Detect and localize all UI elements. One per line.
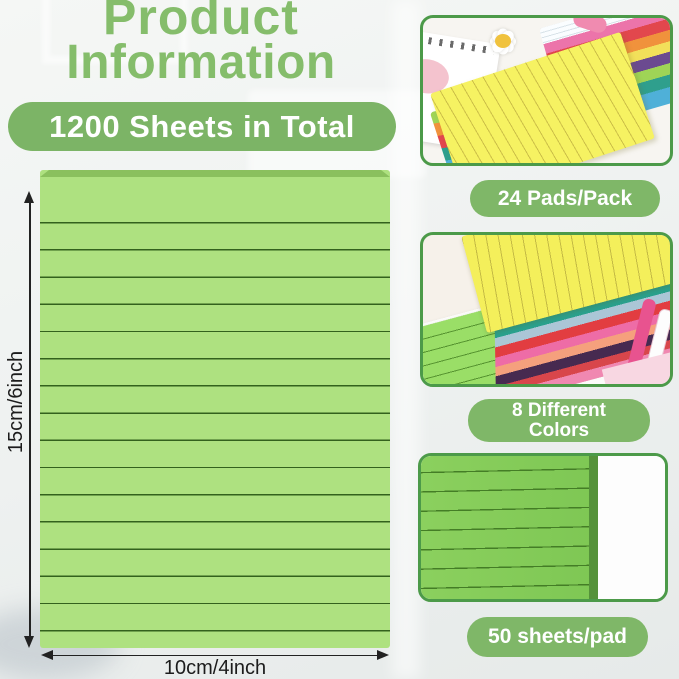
page-title-line-1: Product: [103, 0, 299, 45]
feature-photo-sheets-per-pad: [418, 453, 668, 602]
height-dimension-label: 15cm/6inch: [5, 350, 27, 454]
notepad-top-edge: [40, 170, 390, 177]
width-dimension-arrow: [47, 654, 383, 657]
green-sheet-stack-closeup: [421, 456, 605, 599]
arrowhead-down-icon: [24, 636, 34, 648]
sheet-stack-edge: [589, 456, 598, 599]
sheet-edge-lines: [421, 456, 605, 599]
feature-photo-pads-per-pack: [420, 15, 673, 166]
page-title-line-2: Information: [66, 36, 336, 89]
feature-label-sheets-per-pad: 50 sheets/pad: [467, 617, 648, 657]
daisy-flower: [471, 20, 535, 72]
height-dimension-arrow: [29, 197, 31, 639]
arrowhead-right-icon: [377, 650, 389, 660]
notepad-illustration: [40, 170, 390, 648]
notepad-ruled-lines: [40, 222, 390, 648]
background-light-band: [392, 0, 420, 679]
daisy-center: [495, 34, 511, 48]
background-window-frame: [42, 0, 188, 64]
width-dimension-label: 10cm/4inch: [163, 657, 267, 679]
arrowhead-left-icon: [41, 650, 53, 660]
feature-label-line-2: Colors: [528, 420, 590, 441]
feature-label-different-colors: 8 Different Colors: [468, 399, 650, 442]
feature-label-line-1: 8 Different: [512, 400, 606, 421]
total-sheets-badge: 1200 Sheets in Total: [8, 102, 396, 151]
arrowhead-up-icon: [24, 191, 34, 203]
feature-label-pads-per-pack: 24 Pads/Pack: [470, 180, 660, 217]
page-title: Product Information: [0, 0, 402, 89]
feature-photo-different-colors: [420, 232, 673, 387]
white-backing-area: [598, 456, 665, 599]
